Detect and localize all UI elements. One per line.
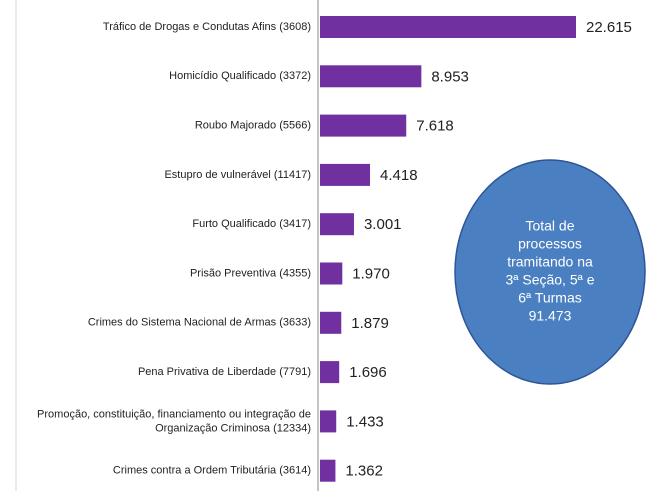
annotation-text: processos: [518, 236, 582, 252]
value-label: 1.362: [345, 463, 383, 480]
category-label: Prisão Preventiva (4355): [190, 267, 311, 279]
annotation-text: 6ª Turmas: [518, 290, 582, 306]
bar: [320, 114, 407, 137]
category-label: Tráfico de Drogas e Condutas Afins (3608…: [103, 21, 311, 33]
category-label: Estupro de vulnerável (11417): [164, 169, 311, 181]
annotation-text: 3ª Seção, 5ª e: [506, 272, 595, 288]
value-label: 3.001: [364, 216, 402, 233]
category-label: Furto Qualificado (3417): [192, 218, 311, 230]
bar: [320, 213, 354, 236]
bar: [320, 311, 342, 334]
annotation-text: tramitando na: [507, 254, 593, 270]
bar: [320, 361, 340, 384]
annotation-text: 91.473: [529, 308, 572, 324]
value-label: 1.696: [349, 364, 387, 381]
bar: [320, 410, 337, 433]
value-label: 22.615: [586, 19, 632, 36]
annotation-text: Total de: [525, 218, 574, 234]
annotation-bubble: [454, 159, 646, 385]
bar: [320, 16, 576, 38]
bar: [320, 163, 371, 186]
value-label: 1.433: [346, 413, 384, 430]
value-label: 1.879: [351, 315, 389, 332]
bar: [320, 459, 336, 482]
value-label: 1.970: [352, 265, 390, 282]
category-label: Roubo Majorado (5566): [195, 120, 311, 132]
category-label: Homicídio Qualificado (3372): [169, 70, 311, 82]
category-label-line: Organização Criminosa (12334): [155, 422, 311, 434]
value-label: 4.418: [380, 167, 418, 184]
category-label-line: Promoção, constituição, financiamento ou…: [37, 408, 311, 420]
bar: [320, 262, 343, 285]
category-label: Pena Privativa de Liberdade (7791): [138, 366, 311, 378]
value-label: 7.618: [416, 118, 454, 135]
bar: [320, 65, 422, 88]
value-label: 8.953: [431, 68, 469, 85]
category-label: Crimes contra a Ordem Tributária (3614): [113, 465, 311, 477]
category-label: Crimes do Sistema Nacional de Armas (363…: [88, 317, 311, 329]
category-label: Promoção, constituição, financiamento ou…: [37, 408, 311, 434]
